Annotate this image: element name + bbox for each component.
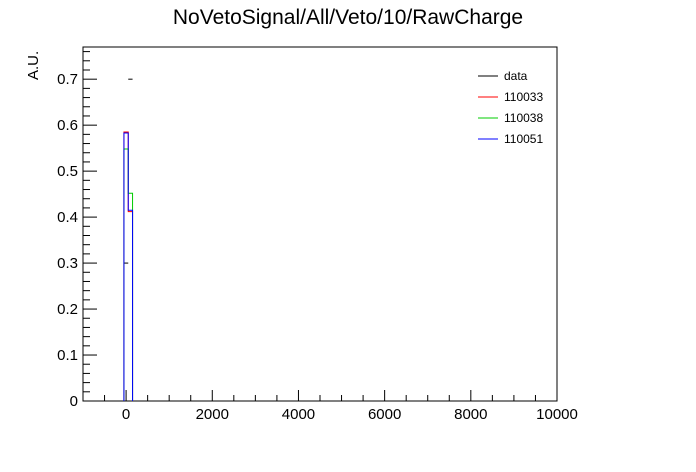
y-tick-label: 0 <box>70 393 78 410</box>
x-tick-label: 6000 <box>368 406 401 423</box>
x-tick-label: 0 <box>122 406 130 423</box>
y-tick-label: 0.7 <box>57 71 78 88</box>
y-tick-label: 0.2 <box>57 301 78 318</box>
y-axis-label: A.U. <box>25 51 42 80</box>
series-group <box>123 78 134 402</box>
histogram-110051 <box>123 132 134 401</box>
legend-label: 110033 <box>504 90 543 104</box>
legend-label: data <box>504 69 528 83</box>
x-tick-label: 10000 <box>536 406 578 423</box>
chart-title: NoVetoSignal/All/Veto/10/RawCharge <box>173 6 523 29</box>
y-tick-label: 0.3 <box>57 255 78 272</box>
x-axis: 0 2000 4000 6000 8000 10000 <box>82 390 578 423</box>
y-axis: 0 0.1 0.2 0.3 0.4 0.5 0.6 0.7 <box>57 51 97 410</box>
plot-frame <box>82 46 558 402</box>
legend-label: 110051 <box>504 132 543 146</box>
plot-area-border <box>82 46 558 402</box>
y-tick-label: 0.6 <box>57 117 78 134</box>
y-tick-label: 0.4 <box>57 209 78 226</box>
legend-label: 110038 <box>504 111 543 125</box>
x-tick-label: 8000 <box>454 406 487 423</box>
y-tick-label: 0.1 <box>57 347 78 364</box>
legend: data 110033 110038 110051 <box>478 69 543 146</box>
x-tick-label: 2000 <box>196 406 229 423</box>
y-tick-label: 0.5 <box>57 163 78 180</box>
x-tick-label: 4000 <box>282 406 315 423</box>
